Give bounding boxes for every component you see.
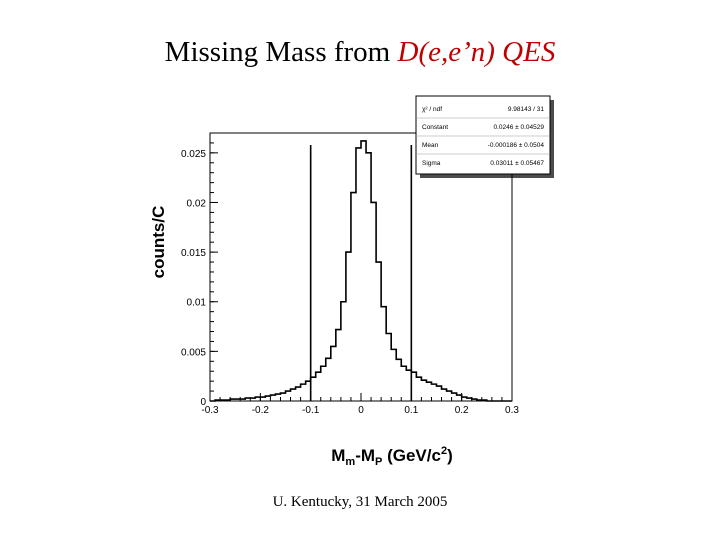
histogram-series — [210, 140, 512, 402]
histogram-bin — [421, 380, 426, 401]
histogram-bin — [361, 141, 366, 401]
y-tick-label: 0.025 — [181, 149, 206, 160]
histogram-bin — [426, 382, 431, 401]
stats-value: 0.0246 ± 0.04529 — [493, 124, 544, 131]
y-tick-label: 0.015 — [181, 248, 206, 259]
x-axis-title: Mm-MP (GeV/c2) — [331, 445, 453, 468]
stats-label: Constant — [422, 124, 448, 131]
title-text: Missing Mass from — [164, 36, 398, 68]
cut-lines — [309, 145, 413, 401]
stats-label: Sigma — [422, 160, 441, 167]
x-tick-labels: -0.3 -0.2 -0.1 0 0.1 0.2 0.3 — [201, 405, 519, 416]
stats-value: 0.03011 ± 0.05467 — [490, 160, 544, 167]
slide-footer: U. Kentucky, 31 March 2005 — [272, 494, 448, 510]
x-tick-label: -0.2 — [252, 405, 270, 416]
x-tick-label: 0.2 — [455, 405, 469, 416]
stats-value: 9.98143 / 31 — [508, 106, 545, 113]
y-tick-labels: 0 0.005 0.01 0.015 0.02 0.025 — [181, 149, 206, 408]
stats-label: Mean — [422, 142, 439, 149]
y-tick-label: 0.02 — [187, 198, 207, 209]
x-tick-label: 0.3 — [505, 405, 519, 416]
stats-value: -0.000186 ± 0.0504 — [488, 142, 545, 149]
x-tick-label: -0.3 — [201, 405, 219, 416]
y-tick-label: 0.005 — [181, 347, 206, 358]
x-tick-label: 0 — [358, 405, 364, 416]
title-reaction: D(e,e’n) QES — [397, 36, 556, 68]
stats-box: χ² / ndf 9.98143 / 31 Constant 0.0246 ± 0.0… — [415, 95, 554, 178]
y-axis-title: counts/C — [149, 206, 168, 279]
slide-title: Missing Mass from D(e,e’n) QES — [0, 36, 720, 69]
histogram-bin — [401, 366, 406, 401]
x-tick-label: 0.1 — [404, 405, 418, 416]
x-tick-label: -0.1 — [302, 405, 320, 416]
y-tick-label: 0 — [200, 397, 206, 408]
y-tick-label: 0.01 — [187, 298, 207, 309]
stats-label: χ² / ndf — [422, 106, 442, 113]
axis-ticks — [209, 132, 513, 402]
histogram-bins — [215, 141, 487, 401]
